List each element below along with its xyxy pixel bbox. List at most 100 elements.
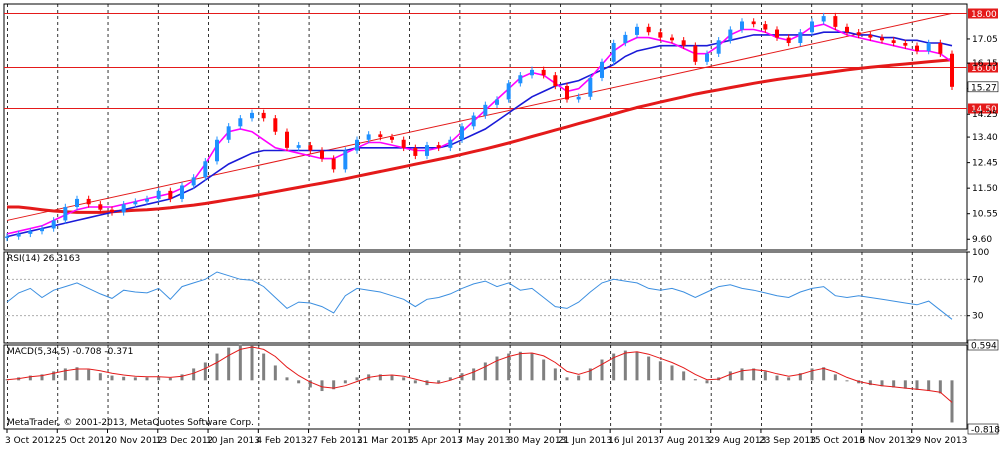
candle <box>448 139 453 148</box>
macd-bar <box>378 374 382 381</box>
candle <box>740 21 744 30</box>
date-axis-label: 7 Aug 2013 <box>658 436 710 446</box>
macd-bar <box>495 356 499 381</box>
macd-bar <box>682 371 686 381</box>
ma-slow-line <box>7 58 953 214</box>
candle <box>343 150 348 170</box>
level-tag-label: 18.00 <box>971 10 997 20</box>
candle <box>798 32 803 43</box>
macd-bar <box>52 371 56 381</box>
macd-bar <box>98 373 102 381</box>
date-axis-label: 16 Jul 2013 <box>608 436 659 446</box>
candle <box>845 26 849 33</box>
date-axis-label: 7 May 2013 <box>457 436 510 446</box>
price-axis-label: 16.15 <box>972 59 998 69</box>
macd-bar <box>938 380 942 394</box>
macd-bar <box>425 380 429 386</box>
candle <box>856 32 861 35</box>
candle <box>681 40 686 46</box>
candle <box>716 40 721 54</box>
macd-bar <box>752 368 756 381</box>
copyright-text: MetaTrader, © 2001-2013, MetaQuotes Soft… <box>7 418 254 428</box>
date-axis-label: 27 Feb 2013 <box>307 436 363 446</box>
candle <box>483 104 488 116</box>
level-tag-label: 16.00 <box>971 64 997 74</box>
candle <box>950 53 954 87</box>
candle <box>786 37 791 43</box>
price-axis-label: 12.45 <box>972 159 998 169</box>
candle <box>121 204 126 213</box>
candle <box>611 42 616 62</box>
candle <box>541 69 546 76</box>
macd-bar <box>5 379 9 381</box>
macd-bar <box>40 374 44 381</box>
macd-bar <box>203 362 207 381</box>
date-axis-label: 13 Dec 2012 <box>156 436 214 446</box>
macd-bar <box>763 371 767 381</box>
candle <box>833 16 838 27</box>
macd-signal-line <box>6 346 953 403</box>
macd-bar <box>343 380 347 384</box>
macd-bar <box>145 377 149 381</box>
candle <box>156 190 161 199</box>
candle <box>168 190 173 199</box>
trendline <box>6 12 953 221</box>
macd-bar <box>483 362 487 381</box>
price-axis-label: 11.50 <box>972 184 998 194</box>
candle <box>926 42 931 52</box>
date-axis-label: 15 Oct 2013 <box>809 436 865 446</box>
candle <box>285 131 289 148</box>
macd-bar <box>635 351 639 381</box>
candle <box>868 34 873 38</box>
macd-bar <box>822 367 826 381</box>
macd-bar <box>833 374 837 381</box>
candle <box>40 228 44 232</box>
level-tag <box>968 8 998 19</box>
macd-bar <box>437 380 441 384</box>
date-axis-label: 4 Feb 2013 <box>256 436 306 446</box>
macd-bar <box>413 380 417 384</box>
candle <box>495 99 499 105</box>
date-axis-label: 6 Nov 2013 <box>859 436 911 446</box>
rsi-line <box>6 271 953 320</box>
candle <box>145 198 149 202</box>
date-axis-label: 29 Nov 2013 <box>910 436 968 446</box>
candle <box>670 37 674 41</box>
macd-bar <box>880 380 884 387</box>
macd-bar <box>775 375 779 381</box>
date-axis-label: 21 Mar 2013 <box>357 436 414 446</box>
date-axis-label: 3 Oct 2012 <box>5 436 55 446</box>
macd-bar <box>868 380 872 386</box>
candle <box>203 161 208 178</box>
price-axis-label: 14.25 <box>972 110 998 120</box>
candle <box>436 145 441 148</box>
macd-bar <box>390 375 394 381</box>
macd-bar <box>122 376 126 381</box>
macd-panel-frame <box>3 344 968 430</box>
candle <box>378 134 383 138</box>
macd-axis-label: -0.818 <box>971 426 1000 436</box>
candle <box>553 75 558 86</box>
price-panel-frame <box>3 3 968 251</box>
candle <box>635 26 639 35</box>
macd-bar <box>787 377 791 381</box>
date-axis-label: 10 Jan 2013 <box>206 436 260 446</box>
candle <box>180 185 184 199</box>
macd-bar <box>320 380 324 392</box>
macd-bar <box>915 380 919 390</box>
level-tag-label: 14.50 <box>971 105 997 115</box>
price-axis-label: 13.40 <box>972 133 998 143</box>
macd-bar <box>448 377 452 381</box>
macd-bar <box>157 376 161 381</box>
macd-bar <box>460 373 464 381</box>
macd-bar <box>588 368 592 381</box>
candle <box>86 198 91 205</box>
level-tag <box>968 103 998 114</box>
macd-bar <box>355 377 359 381</box>
candle <box>903 42 908 46</box>
macd-indicator-label: MACD(5,34,5) -0.708 -0.371 <box>7 347 133 357</box>
macd-bar <box>553 368 557 381</box>
candle <box>880 37 884 41</box>
candle <box>705 53 709 62</box>
